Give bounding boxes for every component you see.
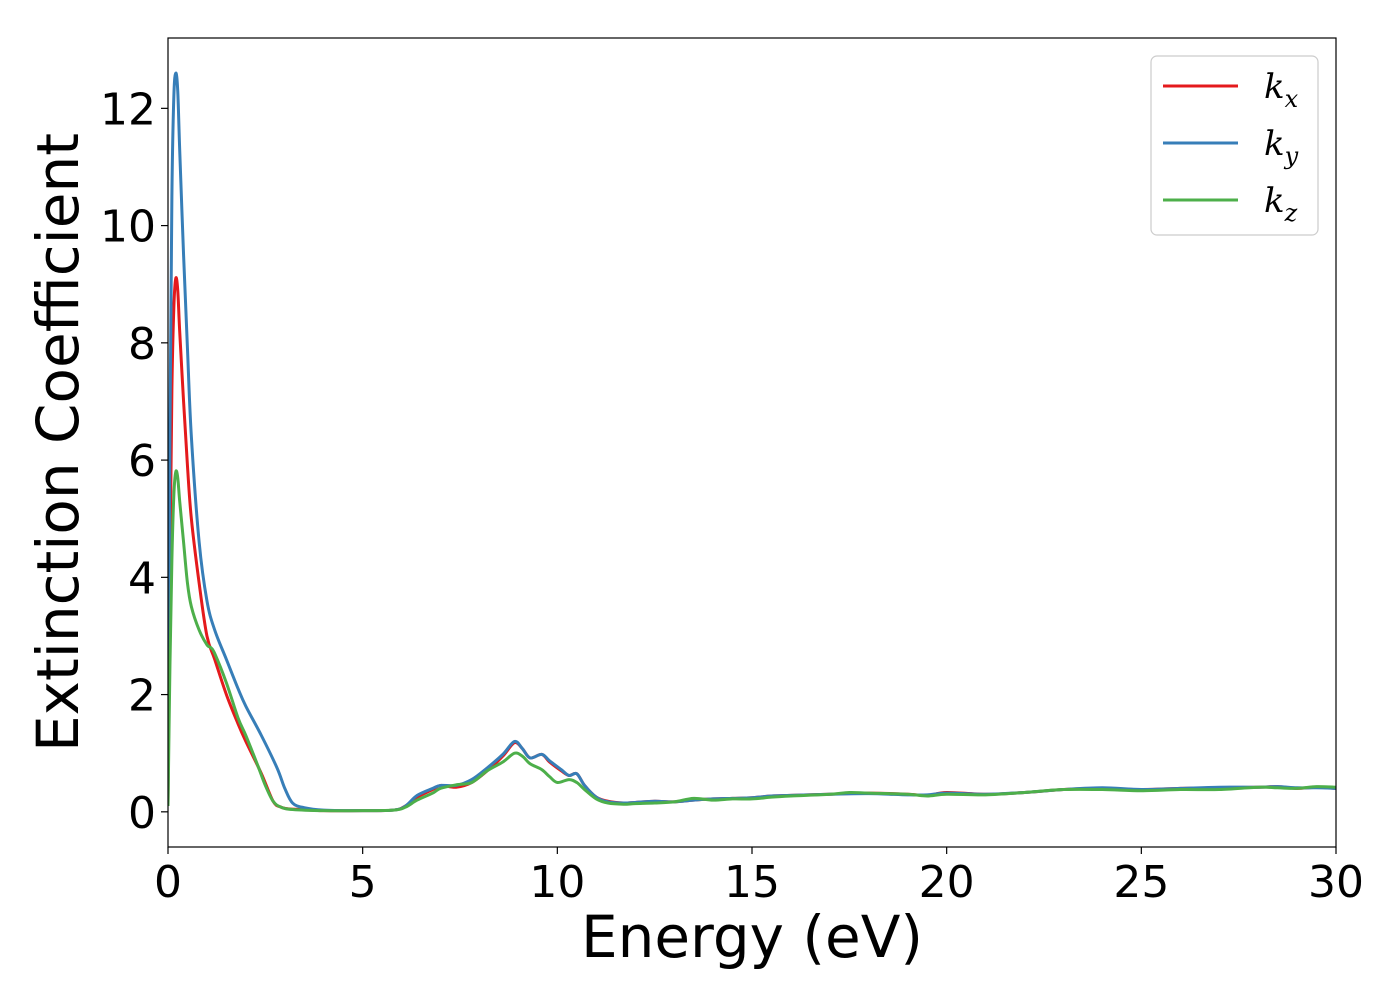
y-tick-label: 8 — [128, 319, 156, 370]
legend-box — [1150, 55, 1319, 236]
y-axis: 0 2 4 6 8 10 12 — [100, 84, 168, 839]
series-line-z — [168, 469, 1336, 813]
x-tick-label: 15 — [724, 857, 780, 908]
legend-label-z: kz — [1264, 181, 1298, 227]
x-tick-label: 0 — [154, 857, 182, 908]
y-tick-label: 4 — [128, 553, 156, 604]
y-tick-label: 10 — [100, 202, 156, 253]
y-axis-title: Extinction Coefficient — [24, 133, 92, 752]
y-tick-label: 2 — [128, 671, 156, 722]
x-tick-label: 5 — [349, 857, 377, 908]
series-line-x — [168, 276, 1336, 813]
y-tick-label: 12 — [100, 84, 156, 135]
legend: kx ky kz — [1150, 55, 1319, 236]
x-tick-label: 25 — [1113, 857, 1169, 908]
x-tick-label: 10 — [529, 857, 585, 908]
legend-label-y: ky — [1264, 124, 1299, 170]
y-tick-label: 0 — [128, 788, 156, 839]
legend-label-x: kx — [1264, 67, 1299, 113]
y-tick-label: 6 — [128, 436, 156, 487]
plot-lines — [168, 71, 1336, 813]
x-tick-label: 30 — [1308, 857, 1364, 908]
x-tick-label: 20 — [919, 857, 975, 908]
x-axis: 0 5 10 15 20 25 30 — [154, 847, 1364, 908]
x-axis-title: Energy (eV) — [581, 903, 923, 971]
